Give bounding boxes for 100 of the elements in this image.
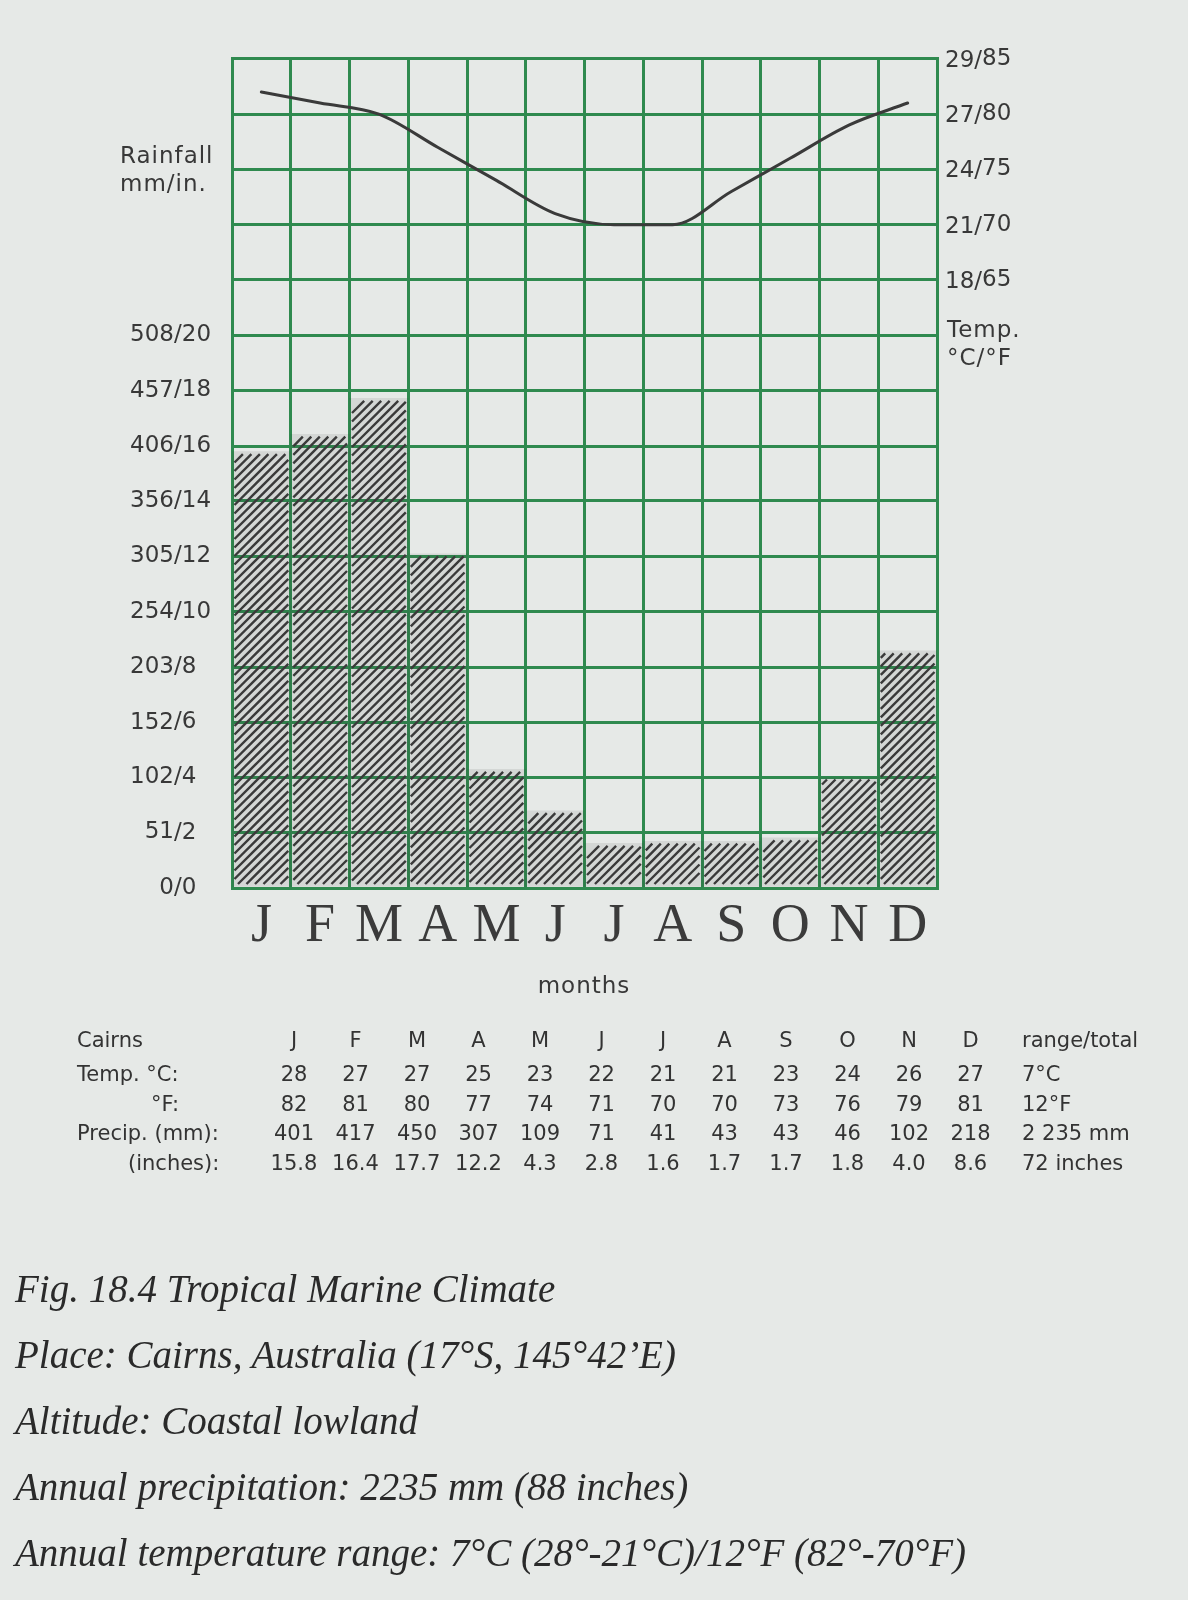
- text: Annual precipitation: 2235 mm (88 inches): [15, 1464, 689, 1511]
- y3-tick-label: /20: [174, 320, 212, 347]
- text: 18/: [945, 265, 982, 294]
- category-label: A: [471, 1028, 486, 1054]
- data-label: 1.8: [830, 1150, 865, 1176]
- y3-tick-label: /18: [174, 375, 212, 402]
- data-label: 23: [772, 1062, 800, 1088]
- text: Cairns: [77, 1028, 143, 1054]
- text: 21/: [945, 210, 982, 239]
- y-tick-label: 406: [130, 431, 174, 458]
- data-label: 1.7: [769, 1150, 803, 1176]
- category-label: D: [962, 1028, 979, 1054]
- category-label: O: [839, 1028, 856, 1054]
- y-tick-label: 254: [130, 596, 174, 623]
- data-label: 27: [342, 1062, 369, 1088]
- data-label: 417: [335, 1121, 376, 1147]
- data-label: 15.8: [270, 1150, 318, 1176]
- data-label: 27: [957, 1062, 984, 1088]
- data-label: 218: [950, 1121, 991, 1147]
- text: Annual temperature range: 7°C (28°-21°C)/12°F (82°-70°F): [15, 1530, 967, 1577]
- data-label: 17.7: [393, 1150, 441, 1176]
- data-label: 4.3: [523, 1150, 557, 1176]
- data-label: 21: [711, 1062, 738, 1088]
- text: 7°C: [1022, 1062, 1061, 1088]
- y-tick-label: 508: [130, 320, 174, 347]
- data-label: 4.0: [892, 1150, 926, 1176]
- y3-tick-label: /4: [174, 762, 197, 789]
- data-label: 74: [526, 1091, 554, 1117]
- data-label: 24: [834, 1062, 861, 1088]
- y3-tick-label: /0: [174, 872, 197, 899]
- category-label: N: [901, 1028, 917, 1054]
- data-label: 307: [458, 1121, 499, 1147]
- text: Altitude: Coastal lowland: [15, 1398, 419, 1444]
- x-tick-label: N: [829, 892, 869, 953]
- data-label: 70: [649, 1091, 677, 1117]
- data-label: 73: [772, 1091, 800, 1117]
- y2-tick-label: 80: [982, 99, 1012, 126]
- y-tick-label: 152: [130, 707, 174, 734]
- data-label: 8.6: [953, 1150, 988, 1176]
- y3-tick-label: /16: [174, 430, 212, 457]
- x-tick-label: A: [418, 892, 458, 953]
- data-label: 16.4: [332, 1150, 379, 1176]
- text: Temp. °C:: [77, 1062, 179, 1088]
- text: Place: Cairns, Australia (17°S, 145°42’E): [15, 1332, 676, 1379]
- text: 24/: [945, 155, 982, 184]
- y2-tick-label: 75: [982, 154, 1012, 181]
- category-label: A: [717, 1028, 732, 1054]
- text: (inches):: [128, 1150, 220, 1176]
- data-label: 43: [772, 1121, 800, 1147]
- data-label: 27: [403, 1062, 431, 1088]
- category-label: M: [407, 1028, 427, 1054]
- y2-tick-label: 85: [982, 43, 1012, 70]
- y-tick-label: 457: [130, 375, 174, 402]
- x-tick-label: M: [472, 892, 521, 953]
- y-tick-label: 102: [130, 761, 174, 788]
- y2-tick-label: 65: [982, 264, 1012, 291]
- y3-tick-label: /14: [174, 486, 212, 513]
- x-tick-label: J: [603, 892, 625, 953]
- x-tick-label: J: [544, 892, 566, 953]
- data-label: 1.7: [707, 1150, 742, 1176]
- text: Precip. (mm):: [77, 1121, 219, 1147]
- data-label: 22: [588, 1062, 615, 1088]
- data-label: 21: [649, 1062, 677, 1088]
- y3-tick-label: /2: [174, 817, 197, 844]
- x-axis-title: months: [537, 972, 631, 1000]
- data-label: 76: [834, 1091, 861, 1117]
- x-tick-label: O: [770, 892, 810, 953]
- data-label: 401: [273, 1121, 315, 1147]
- category-label: F: [349, 1028, 362, 1054]
- data-label: 71: [588, 1091, 615, 1117]
- y-tick-label: 203: [130, 652, 174, 679]
- data-label: 26: [895, 1062, 923, 1088]
- category-label: J: [290, 1028, 298, 1054]
- x-tick-label: S: [716, 892, 747, 953]
- y2-tick-label: 70: [982, 209, 1012, 236]
- data-label: 43: [711, 1121, 738, 1147]
- y3-tick-label: /12: [174, 541, 212, 568]
- text: °F:: [151, 1091, 180, 1117]
- data-label: 82: [280, 1091, 308, 1117]
- category-label: J: [659, 1028, 667, 1054]
- x-tick-label: A: [653, 892, 693, 953]
- category-label: J: [598, 1028, 605, 1054]
- x-tick-label: J: [250, 892, 272, 953]
- y-tick-label: 51: [144, 817, 174, 844]
- data-label: 41: [649, 1121, 677, 1147]
- data-label: 450: [396, 1121, 438, 1147]
- data-label: 46: [834, 1121, 861, 1147]
- y3-tick-label: /8: [174, 651, 197, 678]
- data-label: 80: [403, 1091, 431, 1117]
- data-label: 25: [465, 1062, 492, 1088]
- data-label: 79: [895, 1091, 923, 1117]
- data-label: 1.6: [646, 1150, 680, 1176]
- y3-tick-label: /6: [174, 707, 197, 734]
- data-label: 109: [519, 1121, 561, 1147]
- data-label: 70: [711, 1091, 738, 1117]
- category-label: M: [530, 1028, 550, 1054]
- y-tick-label: 356: [130, 485, 174, 512]
- x-tick-label: F: [305, 892, 336, 953]
- y-tick-label: 0: [159, 872, 174, 899]
- data-label: 12.2: [455, 1150, 502, 1176]
